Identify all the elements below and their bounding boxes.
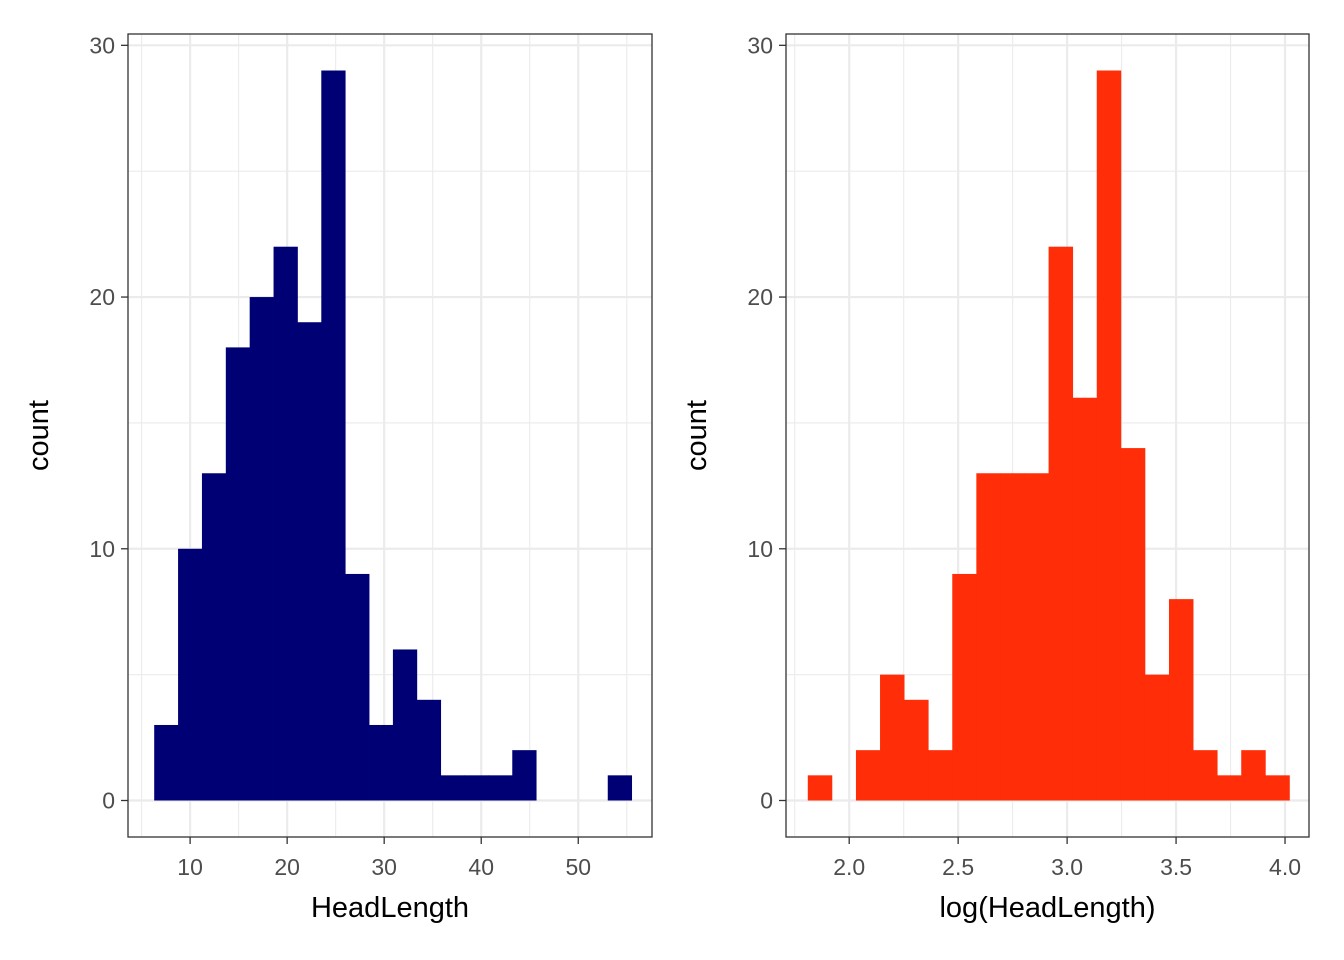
histogram-bar xyxy=(1096,70,1122,801)
histogram-bar xyxy=(321,70,346,801)
y-tick-label: 30 xyxy=(89,32,115,58)
x-tick-label: 20 xyxy=(274,854,300,880)
histogram-bar xyxy=(1048,246,1074,801)
histogram-bar xyxy=(201,473,227,801)
histogram-bar xyxy=(1072,397,1098,801)
histogram-bar xyxy=(607,775,633,801)
histogram-bar xyxy=(1217,775,1242,801)
x-tick-label: 50 xyxy=(565,854,591,880)
x-axis-title: log(HeadLength) xyxy=(939,892,1155,924)
histogram-bar xyxy=(880,674,905,801)
histogram-bar xyxy=(1241,750,1266,801)
panel-border xyxy=(127,33,653,838)
y-tick-label: 10 xyxy=(89,536,115,562)
histogram-bar xyxy=(154,724,179,801)
y-tick-label: 20 xyxy=(747,284,773,310)
histogram-bar xyxy=(273,246,298,801)
histogram-bar xyxy=(512,750,537,801)
histogram-bar xyxy=(369,724,394,801)
panel-border xyxy=(785,33,1310,838)
x-tick-label: 2.5 xyxy=(942,854,974,880)
histogram-bar xyxy=(1144,674,1170,801)
histogram-bar xyxy=(225,347,251,801)
histogram-bar xyxy=(976,473,1001,801)
y-tick-label: 0 xyxy=(102,788,115,814)
histogram-bar xyxy=(345,573,370,801)
histogram-bar xyxy=(928,750,953,801)
histogram-bar xyxy=(392,649,418,801)
histogram-bar xyxy=(178,548,203,801)
histogram-bar xyxy=(1265,775,1290,801)
histogram-bar xyxy=(855,750,881,801)
histogram-bar xyxy=(1000,473,1025,801)
x-tick-label: 30 xyxy=(371,854,397,880)
x-axis-title: HeadLength xyxy=(311,892,469,924)
x-tick-label: 3.0 xyxy=(1051,854,1083,880)
y-tick-label: 20 xyxy=(89,284,115,310)
histogram-bar xyxy=(416,699,442,801)
histogram-bar xyxy=(904,699,929,801)
histogram-panel-2: 2.0 2.5 3.0 3.5 4.0 0 10 20 30 log(HeadLength) cou… xyxy=(681,32,1310,924)
x-tick-label: 4.0 xyxy=(1269,854,1301,880)
x-tick-label: 10 xyxy=(177,854,203,880)
y-tick-label: 30 xyxy=(747,32,773,58)
histogram-bar xyxy=(440,775,465,801)
histogram-panel-1: 10 20 30 40 50 0 10 20 30 HeadLength count xyxy=(23,32,653,924)
histogram-bar xyxy=(1120,448,1146,801)
histogram-bar xyxy=(1193,750,1218,801)
y-axis-title: count xyxy=(681,400,713,471)
x-tick-label: 40 xyxy=(468,854,494,880)
histogram-bar xyxy=(249,297,274,801)
y-tick-label: 10 xyxy=(747,536,773,562)
x-tick-label: 3.5 xyxy=(1160,854,1192,880)
y-axis-title: count xyxy=(23,400,55,471)
histogram-bar xyxy=(952,573,977,801)
histogram-bar xyxy=(807,775,833,801)
histogram-bar xyxy=(1168,599,1194,801)
x-tick-label: 2.0 xyxy=(833,854,865,880)
histogram-bar xyxy=(297,322,322,801)
histogram-bar xyxy=(1024,473,1049,801)
histogram-bar xyxy=(488,775,513,801)
y-tick-label: 0 xyxy=(760,788,773,814)
histogram-bar xyxy=(464,775,489,801)
